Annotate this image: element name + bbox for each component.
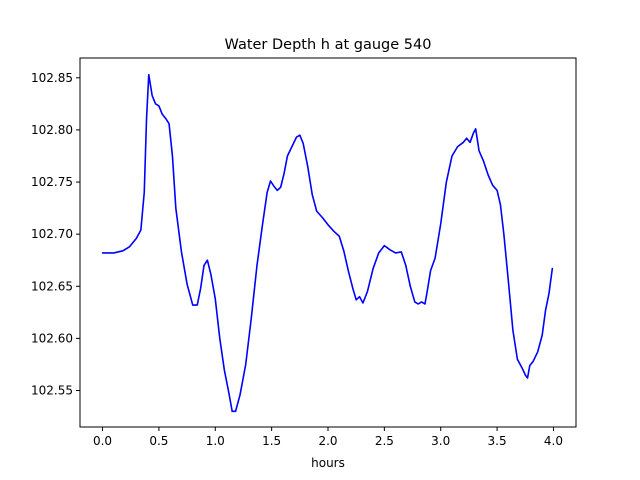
plot-frame — [79, 57, 577, 428]
series-line-0 — [101, 73, 554, 413]
y-tick-label: 102.75 — [31, 175, 73, 189]
x-axis-label: hours — [311, 456, 345, 470]
x-tick-label: 1.5 — [262, 434, 281, 448]
y-tick-label: 102.60 — [31, 331, 73, 345]
y-tick-label: 102.55 — [31, 384, 73, 398]
x-tick-label: 0.0 — [93, 434, 112, 448]
y-tick-label: 102.65 — [31, 279, 73, 293]
chart-title: Water Depth h at gauge 540 — [225, 37, 432, 53]
x-tick-label: 3.5 — [488, 434, 507, 448]
y-tick-label: 102.80 — [31, 123, 73, 137]
x-tick-label: 1.0 — [206, 434, 225, 448]
series-layer — [101, 73, 554, 413]
y-tick-label: 102.70 — [31, 227, 73, 241]
y-tick-label: 102.85 — [31, 71, 73, 85]
y-axis: 102.55 102.60 102.65 102.70 102.75 102.80 102.… — [31, 71, 80, 398]
x-axis: 0.0 0.5 1.0 1.5 2.0 2.5 3.0 3.5 4.0 — [93, 427, 563, 448]
x-tick-label: 0.5 — [149, 434, 168, 448]
x-tick-label: 2.0 — [318, 434, 337, 448]
plot-area — [80, 58, 576, 427]
x-tick-label: 4.0 — [544, 434, 563, 448]
x-tick-label: 2.5 — [375, 434, 394, 448]
x-tick-label: 3.0 — [431, 434, 450, 448]
